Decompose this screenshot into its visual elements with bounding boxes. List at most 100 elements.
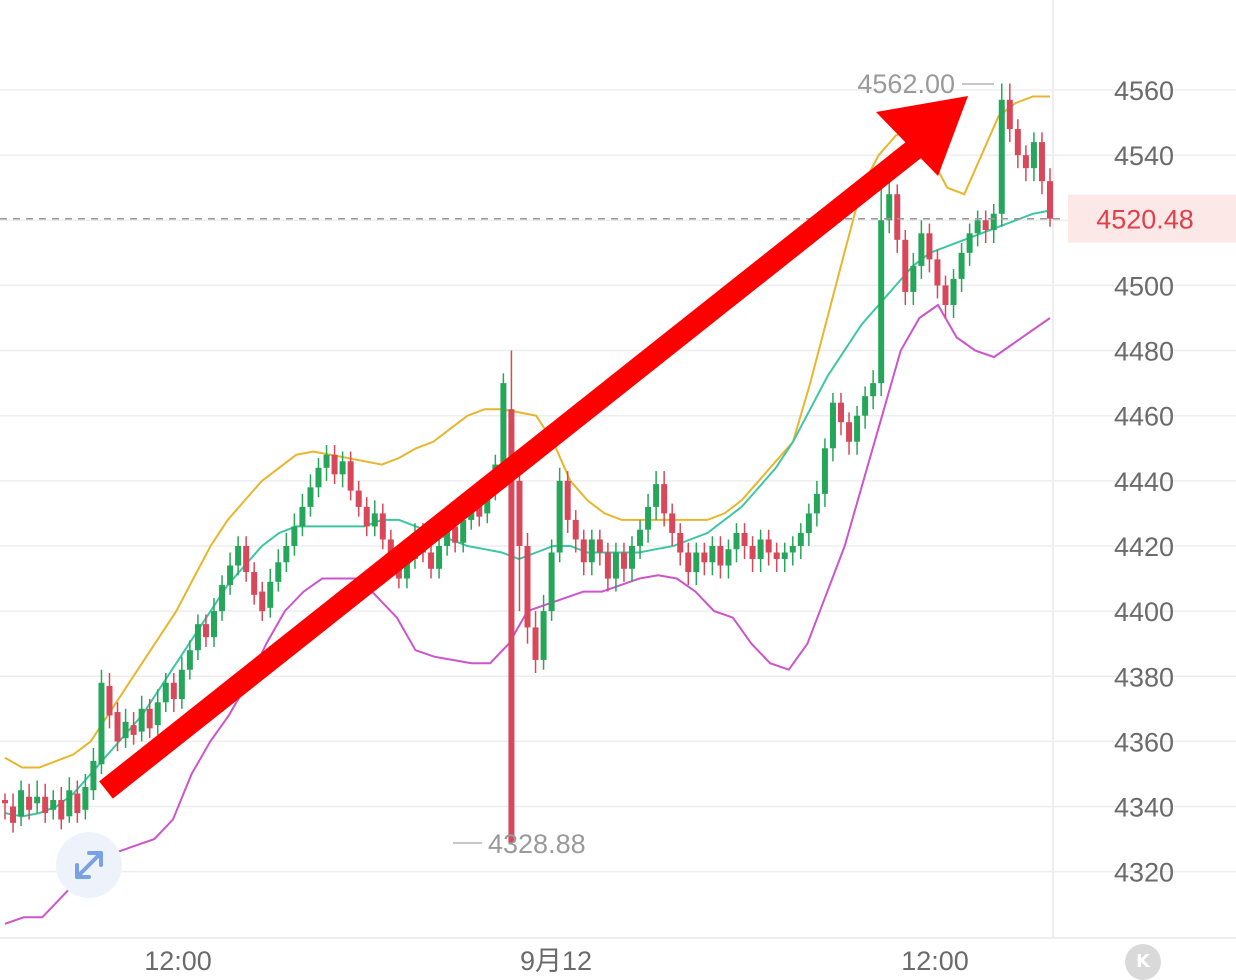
candle-body bbox=[717, 545, 724, 566]
candle-body bbox=[604, 552, 611, 579]
candle-body bbox=[1014, 129, 1021, 156]
candle-body bbox=[789, 545, 796, 553]
candle-body bbox=[725, 549, 732, 566]
candle-body bbox=[886, 194, 893, 221]
candle-body bbox=[829, 402, 836, 449]
candle-body bbox=[846, 422, 853, 442]
candle-body bbox=[403, 559, 410, 579]
candle-body bbox=[508, 409, 515, 843]
candle-body bbox=[355, 490, 362, 507]
candle-body bbox=[653, 484, 660, 507]
candle-body bbox=[524, 545, 531, 628]
candle-body bbox=[2, 800, 8, 804]
candles bbox=[2, 83, 1053, 843]
y-tick-label: 4360 bbox=[1114, 727, 1174, 757]
trend-arrow bbox=[99, 96, 968, 799]
y-tick-label: 4380 bbox=[1114, 662, 1174, 692]
candle-body bbox=[42, 796, 49, 814]
y-tick-label: 4540 bbox=[1114, 141, 1174, 171]
candle-body bbox=[484, 490, 491, 514]
candle-body bbox=[532, 627, 539, 660]
candle-body bbox=[251, 572, 258, 595]
candle-body bbox=[693, 552, 700, 573]
candle-body bbox=[178, 669, 185, 700]
y-tick-label: 4400 bbox=[1114, 597, 1174, 627]
candle-body bbox=[34, 796, 41, 804]
candle-body bbox=[926, 233, 933, 260]
candle-body bbox=[379, 513, 386, 540]
y-tick-label: 4460 bbox=[1114, 402, 1174, 432]
candle-body bbox=[106, 686, 113, 716]
candle-body bbox=[130, 725, 137, 735]
candle-body bbox=[878, 220, 885, 384]
candle-body bbox=[894, 194, 901, 240]
trend-arrow-head bbox=[876, 96, 968, 176]
candle-body bbox=[862, 396, 869, 416]
grid-lines bbox=[0, 89, 1236, 873]
candle-body bbox=[709, 545, 716, 563]
candle-body bbox=[154, 702, 161, 726]
candle-body bbox=[211, 611, 217, 638]
candle-body bbox=[998, 99, 1005, 214]
candle-body bbox=[966, 233, 973, 253]
candle-body bbox=[122, 721, 129, 739]
candle-body bbox=[315, 467, 322, 488]
candle-body bbox=[612, 552, 619, 579]
candle-body bbox=[299, 506, 306, 527]
candle-body bbox=[436, 545, 443, 569]
candle-body bbox=[387, 539, 394, 560]
candle-body bbox=[797, 532, 804, 546]
candle-body bbox=[580, 539, 587, 563]
candle-body bbox=[1022, 155, 1029, 169]
candle-body bbox=[500, 383, 507, 465]
candle-body bbox=[219, 585, 226, 612]
candle-body bbox=[452, 526, 459, 543]
y-tick-label: 4440 bbox=[1114, 467, 1174, 497]
candle-body bbox=[10, 806, 17, 823]
candle-body bbox=[66, 790, 73, 817]
candle-body bbox=[18, 790, 25, 817]
candle-body bbox=[870, 383, 877, 397]
candle-body bbox=[283, 545, 290, 563]
current-price-label: 4520.48 bbox=[1096, 205, 1194, 235]
candle-body bbox=[460, 519, 467, 543]
y-tick-label: 4420 bbox=[1114, 532, 1174, 562]
candle-body bbox=[540, 611, 547, 660]
candle-body bbox=[637, 529, 644, 546]
candle-body bbox=[307, 487, 314, 507]
candle-body bbox=[90, 760, 97, 791]
candle-body bbox=[942, 285, 949, 305]
y-tick-label: 4500 bbox=[1114, 271, 1174, 301]
candle-body bbox=[82, 786, 89, 810]
candle-body bbox=[765, 539, 772, 553]
candle-body bbox=[749, 545, 756, 560]
candle-body bbox=[186, 650, 193, 670]
x-tick-label: 12:00 bbox=[901, 946, 969, 974]
candle-body bbox=[838, 402, 844, 423]
candle-body bbox=[669, 513, 676, 533]
candle-body bbox=[661, 484, 668, 514]
high-price-label: 4562.00 bbox=[857, 69, 955, 99]
candle-body bbox=[958, 252, 965, 279]
candle-body bbox=[347, 461, 354, 491]
candle-body bbox=[243, 545, 250, 573]
y-tick-label: 4320 bbox=[1114, 858, 1174, 888]
candle-body bbox=[757, 539, 764, 560]
candle-body bbox=[162, 682, 169, 703]
candle-body bbox=[596, 539, 603, 553]
low-price-label: 4328.88 bbox=[488, 829, 586, 859]
candle-body bbox=[677, 532, 684, 553]
x-tick-label: 12:00 bbox=[144, 946, 212, 974]
expand-button[interactable] bbox=[56, 832, 122, 898]
candle-body bbox=[564, 480, 571, 520]
k-line-button[interactable]: K bbox=[1125, 944, 1161, 980]
candle-body bbox=[291, 526, 298, 546]
upper-band-line bbox=[4, 95, 1050, 769]
candle-body bbox=[1006, 99, 1013, 130]
candle-body bbox=[1047, 181, 1053, 219]
candle-body bbox=[645, 506, 652, 530]
candle-body bbox=[227, 565, 234, 586]
y-tick-label: 4480 bbox=[1114, 337, 1174, 367]
x-tick-label: 9月12 bbox=[520, 946, 592, 974]
candle-body bbox=[339, 461, 346, 475]
